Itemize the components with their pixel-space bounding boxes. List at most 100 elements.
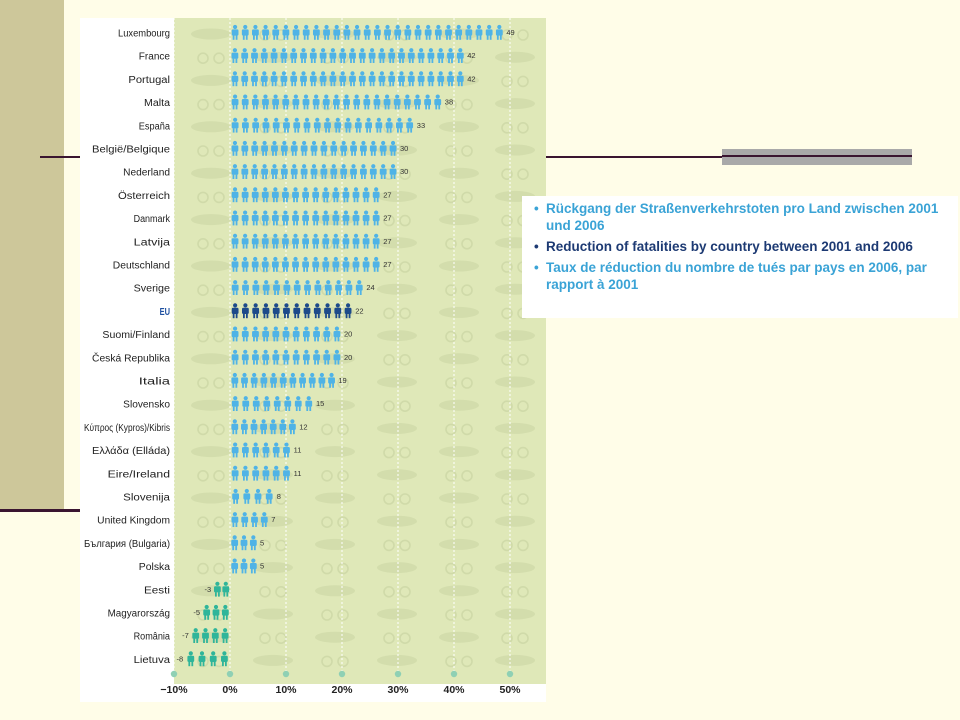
person-leg (313, 35, 316, 40)
person-leg (222, 615, 225, 620)
person-head (294, 349, 299, 354)
background-wheel-shape (197, 377, 209, 389)
person-leg (385, 35, 387, 40)
person-leg (402, 58, 404, 63)
person-head (294, 326, 299, 331)
person-leg (332, 383, 334, 388)
person-head (360, 48, 365, 53)
person-leg (286, 267, 288, 272)
person-leg (245, 267, 248, 272)
person-leg (263, 128, 266, 133)
background-wheel-shape (501, 493, 513, 505)
x-tick-label: 40% (443, 684, 465, 696)
person-body (310, 145, 318, 152)
sidebar-panel (0, 0, 64, 512)
person-head (371, 140, 376, 146)
person-leg (327, 35, 329, 40)
person-leg (253, 337, 255, 342)
person-body (231, 261, 239, 268)
person-leg (354, 35, 357, 40)
person-leg (407, 105, 410, 110)
person-leg (284, 290, 287, 295)
person-leg (283, 429, 286, 435)
person-leg (235, 221, 238, 226)
person-head (253, 24, 258, 30)
person-leg (294, 128, 297, 133)
person-body (251, 75, 258, 82)
bar (231, 419, 296, 435)
background-car-shape (495, 515, 535, 527)
background-car-shape (191, 631, 231, 643)
bar (231, 326, 341, 342)
person-body (322, 261, 330, 268)
person-body (252, 284, 260, 291)
background-wheel-shape (445, 284, 457, 297)
person-leg (245, 105, 248, 110)
person-body (282, 354, 290, 361)
person-leg (266, 360, 269, 365)
person-leg (343, 221, 346, 226)
person-head (360, 71, 365, 76)
person-head (301, 71, 306, 76)
person-leg (428, 81, 431, 87)
person-head (350, 48, 355, 53)
background-wheel-shape (399, 539, 411, 552)
person-body (310, 168, 318, 175)
person-leg (245, 244, 248, 249)
person-body (262, 284, 270, 291)
person-body (303, 122, 311, 129)
person-leg (291, 151, 294, 156)
background-wheel-shape (517, 632, 529, 645)
background-wheel-shape (461, 98, 473, 111)
person-head (283, 210, 288, 215)
person-leg (347, 35, 350, 40)
person-head (351, 140, 356, 146)
background-wheel-shape (461, 145, 473, 157)
person-body (352, 191, 360, 198)
person-leg (273, 337, 276, 342)
person-body (260, 423, 267, 430)
person-leg (223, 592, 226, 597)
person-leg (232, 337, 235, 342)
person-body (282, 261, 289, 268)
person-head (351, 164, 356, 169)
person-leg (193, 638, 196, 643)
person-body (352, 215, 360, 222)
person-head (315, 280, 320, 285)
background-car-shape (377, 237, 417, 249)
person-head (232, 164, 238, 169)
person-leg (415, 35, 418, 40)
person-head (314, 24, 319, 30)
person-body (262, 122, 270, 129)
person-body (272, 331, 280, 338)
person-head (321, 71, 326, 76)
person-body (231, 284, 239, 291)
person-body (322, 238, 330, 245)
person-leg (408, 35, 411, 40)
background-car-shape (495, 469, 535, 481)
person-leg (438, 81, 441, 87)
person-body (262, 354, 270, 361)
person-leg (348, 128, 351, 133)
person-body (362, 238, 370, 245)
person-body (241, 331, 249, 338)
person-leg (280, 429, 283, 435)
person-leg (252, 58, 254, 63)
person-head (253, 280, 258, 285)
person-body (187, 655, 195, 662)
person-leg (235, 569, 238, 574)
person-head (435, 94, 440, 99)
person-leg (188, 661, 191, 667)
person-leg (245, 197, 248, 203)
person-leg (252, 244, 255, 249)
person-head (242, 71, 247, 76)
person-body (299, 377, 306, 384)
person-head (261, 372, 266, 378)
background-car-shape (253, 654, 293, 666)
person-leg (337, 337, 340, 342)
person-body (262, 307, 270, 314)
background-car-shape (377, 330, 417, 342)
person-leg (266, 453, 269, 458)
person-head (294, 303, 299, 308)
person-leg (232, 35, 235, 40)
